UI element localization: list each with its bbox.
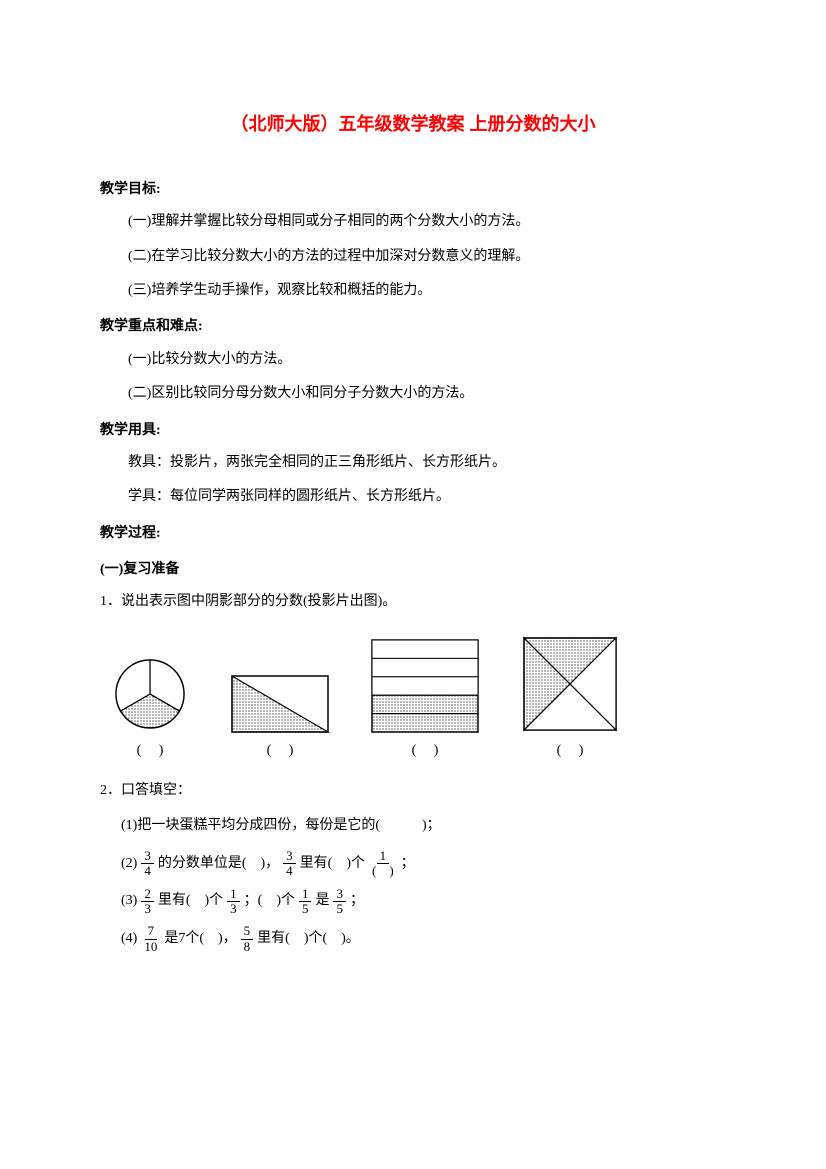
figure-circle (110, 654, 190, 734)
rect-fifths-icon (370, 638, 480, 734)
fig-label-3: ( ) (370, 740, 480, 762)
figure-rect-rows (370, 638, 480, 734)
q2-item-2: (2) 34 的分数单位是( )， 34 里有( )个 1( ) ； (121, 849, 726, 879)
fraction-3-5: 35 (333, 887, 346, 917)
q2-item-1: (1)把一块蛋糕平均分成四份，每份是它的( )； (100, 815, 726, 837)
q2-4-mid1: 是7个( )， (164, 928, 236, 950)
q2-4-mid2: 里有( )个( )。 (257, 928, 360, 950)
fraction-7-10: 710 (141, 924, 160, 954)
q2-4-pre: (4) (121, 928, 137, 950)
figure-labels-row: ( ) ( ) ( ) ( ) (110, 740, 726, 762)
focus-2: (二)区别比较同分母分数大小和同分子分数大小的方法。 (100, 383, 726, 405)
fraction-1-3: 13 (227, 887, 240, 917)
fig-label-4: ( ) (520, 740, 620, 762)
fraction-3-4: 34 (141, 849, 154, 879)
q2-3-end: ； (350, 890, 364, 912)
q2-item-4: (4) 710 是7个( )， 58 里有( )个( )。 (121, 924, 726, 954)
objective-2: (二)在学习比较分数大小的方法的过程中加深对分数意义的理解。 (100, 246, 726, 268)
objective-3: (三)培养学生动手操作，观察比较和概括的能力。 (100, 280, 726, 302)
fig-label-1: ( ) (110, 740, 190, 762)
q2-2-mid2: 里有( )个 (300, 853, 365, 875)
figure-rect-diag (230, 674, 330, 734)
q2-3-mid2: ；( )个 (244, 890, 295, 912)
tools-1: 教具：投影片，两张完全相同的正三角形纸片、长方形纸片。 (100, 452, 726, 474)
q2-2-end: ； (401, 853, 415, 875)
rect-half-icon (230, 674, 330, 734)
figures-row (110, 634, 726, 734)
section-process-head: 教学过程: (100, 523, 726, 545)
question-1: 1．说出表示图中阴影部分的分数(投影片出图)。 (100, 591, 726, 613)
fraction-1-5: 15 (299, 887, 312, 917)
q2-3-mid1: 里有( )个 (158, 890, 223, 912)
q2-2-pre: (2) (121, 853, 137, 875)
tools-2: 学具：每位同学两张同样的圆形纸片、长方形纸片。 (100, 486, 726, 508)
objective-1: (一)理解并掌握比较分母相同或分子相同的两个分数大小的方法。 (100, 211, 726, 233)
q2-3-mid3: 是 (315, 890, 329, 912)
figure-square-x (520, 634, 620, 734)
fraction-3-4-b: 34 (283, 849, 296, 879)
question-2: 2．口答填空： (100, 780, 726, 802)
q2-2-mid1: 的分数单位是( )， (158, 853, 279, 875)
q2-item-3: (3) 23 里有( )个 13 ；( )个 15 是 35 ； (121, 887, 726, 917)
square-quarters-icon (520, 634, 620, 734)
fraction-5-8: 58 (241, 924, 254, 954)
section-tools-head: 教学用具: (100, 420, 726, 442)
focus-1: (一)比较分数大小的方法。 (100, 349, 726, 371)
section-review-head: (一)复习准备 (100, 559, 726, 581)
fraction-2-3: 23 (141, 887, 154, 917)
fraction-1-blank: 1( ) (369, 849, 397, 879)
page-title: （北师大版）五年级数学教案 上册分数的大小 (100, 110, 726, 139)
section-focus-head: 教学重点和难点: (100, 316, 726, 338)
circle-thirds-icon (110, 654, 190, 734)
fig-label-2: ( ) (230, 740, 330, 762)
q2-3-pre: (3) (121, 890, 137, 912)
section-objectives-head: 教学目标: (100, 179, 726, 201)
